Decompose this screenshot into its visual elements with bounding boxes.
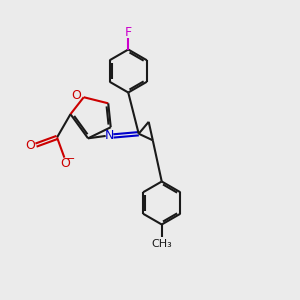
Text: O: O [26,139,36,152]
Text: N: N [105,129,114,142]
Text: CH₃: CH₃ [152,238,172,249]
Text: O: O [71,89,81,102]
Text: O: O [60,157,70,170]
Text: −: − [66,154,76,164]
Text: F: F [125,26,132,39]
